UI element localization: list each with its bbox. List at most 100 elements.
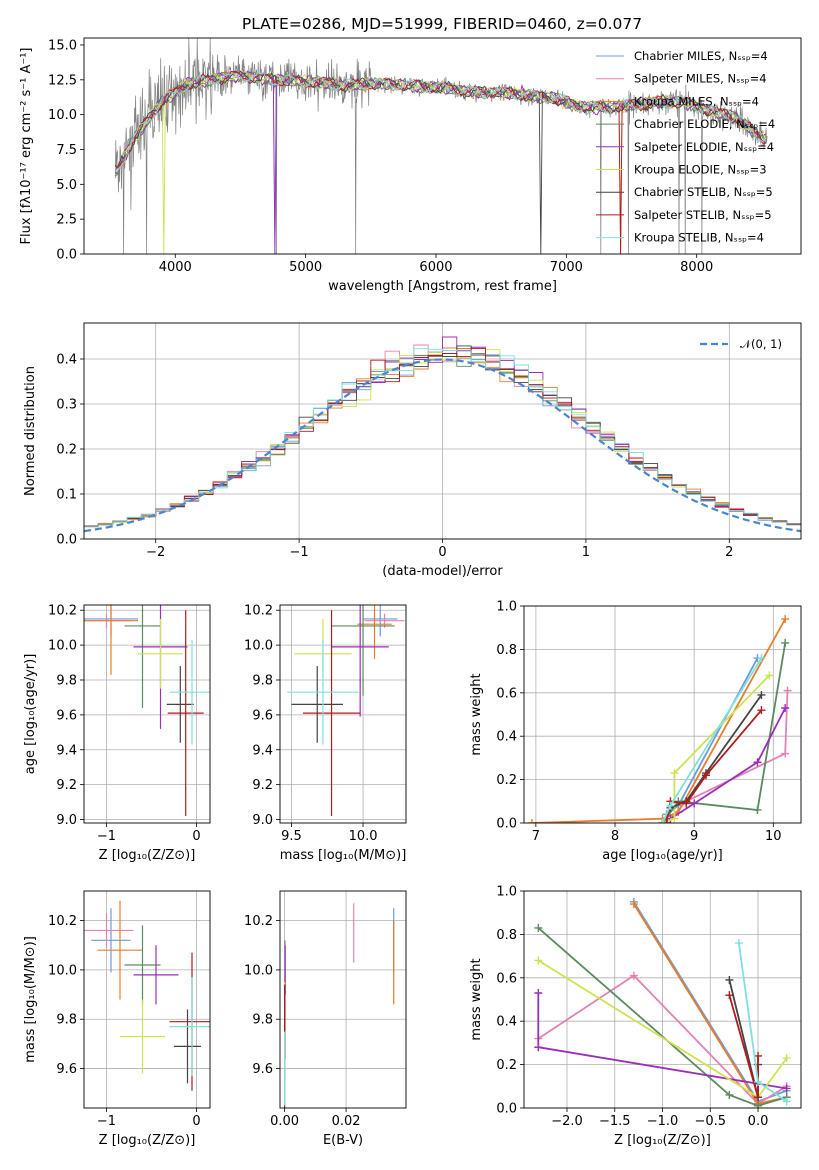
mass-weight-marker bbox=[757, 654, 766, 663]
y-tick-label: 0.4 bbox=[496, 1015, 517, 1030]
mass-weight-marker bbox=[754, 1101, 763, 1108]
y-tick-label: 10.0 bbox=[48, 639, 77, 654]
x-axis-label: Z [log₁₀(Z/Z⊙)] bbox=[99, 848, 196, 863]
mass-weight-line bbox=[662, 674, 770, 823]
y-tick-label: 7.5 bbox=[56, 143, 77, 158]
x-tick-label: −2.0 bbox=[551, 1114, 583, 1129]
mass-weight-line bbox=[537, 927, 787, 1107]
y-tick-label: 0.3 bbox=[56, 398, 77, 413]
mass-weight-line bbox=[669, 707, 787, 820]
mass-weight-marker bbox=[781, 615, 790, 624]
mass-weight-marker bbox=[734, 939, 743, 948]
mass-weight-marker bbox=[666, 801, 675, 810]
legend-entry: Chabrier ELODIE, Nₛₛₚ=4 bbox=[634, 117, 775, 131]
mass-weight-marker bbox=[781, 638, 790, 647]
x-axis-label: (data-model)/error bbox=[382, 564, 503, 579]
axes-frame bbox=[279, 890, 407, 1109]
y-tick-label: 0.4 bbox=[56, 353, 77, 368]
axes-frame bbox=[279, 604, 407, 824]
y-tick-label: 9.6 bbox=[56, 708, 77, 723]
mass-weight-marker bbox=[781, 703, 790, 712]
mass-weight-marker bbox=[534, 923, 543, 932]
mass-vs-extinction-panel: 0.00 0.02 9.6 9.8 10.0 10.2 E(B-V) bbox=[244, 890, 407, 1148]
y-axis-label: Flux [fλ10⁻¹⁷ erg cm⁻² s⁻¹ A⁻¹] bbox=[19, 48, 34, 245]
y-tick-label: 10.2 bbox=[244, 914, 273, 929]
y-tick-label: 9.4 bbox=[252, 743, 273, 758]
y-axis-label: mass [log₁₀(M/M⊙)] bbox=[23, 936, 38, 1063]
x-tick-label: 4000 bbox=[159, 260, 192, 275]
x-tick-label: 8 bbox=[611, 829, 619, 844]
plot-area bbox=[284, 903, 395, 1108]
y-axis-label: Normed distribution bbox=[23, 366, 38, 496]
plot-area bbox=[534, 897, 791, 1108]
x-tick-label: 10 bbox=[765, 829, 782, 844]
mass-weight-marker bbox=[757, 690, 766, 699]
x-tick-label: 8000 bbox=[680, 260, 713, 275]
mass-weight-marker bbox=[670, 814, 679, 823]
mass-weight-marker bbox=[702, 771, 711, 780]
y-tick-label: 10.0 bbox=[48, 963, 77, 978]
mass-weight-marker bbox=[753, 805, 762, 814]
y-tick-label: 10.0 bbox=[48, 108, 77, 123]
y-tick-label: 0.6 bbox=[496, 971, 517, 986]
legend-entry: Kroupa ELODIE, Nₛₛₚ=3 bbox=[634, 163, 767, 177]
y-tick-label: 0.2 bbox=[496, 1058, 517, 1073]
mass-weight-marker bbox=[662, 819, 671, 823]
y-tick-label: 9.8 bbox=[252, 673, 273, 688]
y-axis-label: age [log₁₀(age/yr)] bbox=[23, 654, 38, 775]
model-spectrum-line bbox=[114, 68, 767, 254]
model-spectrum-line bbox=[115, 71, 767, 254]
y-tick-label: 12.5 bbox=[48, 73, 77, 88]
x-tick-label: 9 bbox=[690, 829, 698, 844]
y-tick-label: 0.0 bbox=[56, 533, 77, 548]
y-axis-label: mass weight bbox=[469, 673, 484, 755]
mass-weight-line bbox=[661, 657, 763, 823]
plot-area bbox=[84, 900, 210, 1091]
x-tick-label: 7 bbox=[532, 829, 540, 844]
y-tick-label: 9.2 bbox=[252, 778, 273, 793]
plot-area bbox=[84, 336, 801, 533]
x-axis-label: wavelength [Angstrom, rest frame] bbox=[328, 279, 557, 294]
mass-weight-marker bbox=[754, 1051, 763, 1060]
legend-entry: Salpeter MILES, Nₛₛₚ=4 bbox=[634, 72, 767, 86]
mass-weight-marker bbox=[757, 706, 766, 715]
mass-weight-marker bbox=[682, 799, 691, 808]
mass-weight-marker bbox=[534, 988, 543, 997]
mass-weight-marker bbox=[783, 686, 792, 695]
y-tick-label: 0.2 bbox=[56, 443, 77, 458]
axes-frame bbox=[83, 322, 802, 540]
legend-entry: Kroupa STELIB, Nₛₛₚ=4 bbox=[634, 231, 764, 245]
y-axis-label: mass weight bbox=[469, 958, 484, 1040]
legend-entry: Salpeter STELIB, Nₛₛₚ=5 bbox=[634, 208, 772, 222]
mass-weight-marker bbox=[754, 1093, 763, 1102]
model-spectrum-line bbox=[114, 70, 767, 254]
x-tick-label: 5000 bbox=[289, 260, 322, 275]
axes-frame bbox=[83, 604, 211, 824]
axes-frame bbox=[523, 890, 802, 1109]
model-spectrum-line bbox=[114, 70, 767, 254]
x-tick-label: 9.5 bbox=[281, 829, 302, 844]
legend-entry: 𝒩(0, 1) bbox=[740, 337, 782, 351]
mass-weight-marker bbox=[629, 971, 638, 980]
x-tick-label: −1 bbox=[97, 1114, 116, 1129]
age-vs-mass-panel: 9.5 10.0 9.0 9.2 9.4 9.6 9.8 10.0 10.2 mass [log₁… bbox=[244, 604, 407, 863]
y-tick-label: 10.0 bbox=[244, 963, 273, 978]
y-tick-label: 0.6 bbox=[496, 686, 517, 701]
residual-histogram-step bbox=[84, 348, 801, 528]
model-spectrum-line bbox=[115, 70, 767, 173]
mass-weight-marker bbox=[534, 1043, 543, 1052]
legend-entry: Chabrier STELIB, Nₛₛₚ=5 bbox=[634, 185, 773, 199]
y-tick-label: 0.8 bbox=[496, 928, 517, 943]
x-tick-label: −1 bbox=[290, 545, 309, 560]
mass-weight-marker bbox=[781, 749, 790, 758]
y-tick-label: 9.6 bbox=[252, 708, 273, 723]
x-axis-label: Z [log₁₀(Z/Z⊙)] bbox=[614, 1133, 711, 1148]
y-tick-label: 10.2 bbox=[244, 604, 273, 619]
y-tick-label: 9.6 bbox=[252, 1062, 273, 1077]
y-tick-label: 15.0 bbox=[48, 38, 77, 53]
axes-frame bbox=[83, 890, 211, 1109]
mass-weight-marker bbox=[725, 1090, 734, 1099]
mass-weight-marker bbox=[782, 1097, 791, 1106]
mass-weight-line bbox=[661, 642, 787, 823]
y-tick-label: 0.0 bbox=[496, 817, 517, 832]
